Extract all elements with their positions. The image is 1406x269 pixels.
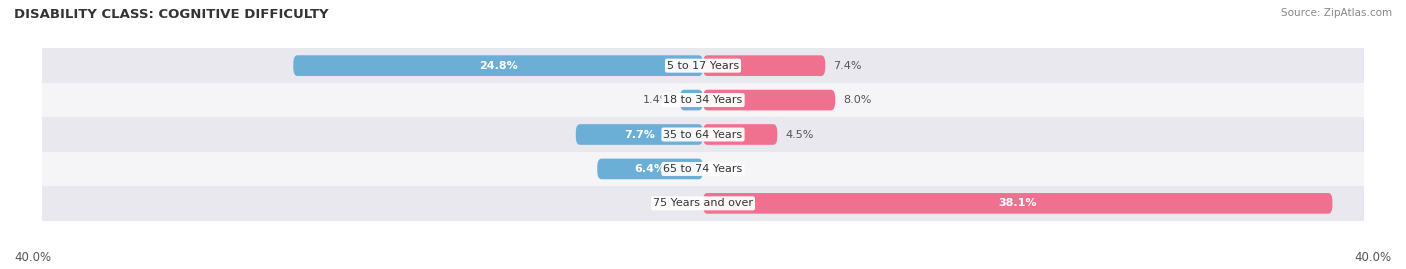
Text: 40.0%: 40.0% — [1355, 251, 1392, 264]
Text: 18 to 34 Years: 18 to 34 Years — [664, 95, 742, 105]
Bar — [42, 83, 1364, 117]
FancyBboxPatch shape — [681, 90, 703, 110]
Bar — [42, 117, 1364, 152]
Text: 75 Years and over: 75 Years and over — [652, 198, 754, 208]
Text: 65 to 74 Years: 65 to 74 Years — [664, 164, 742, 174]
Text: 0.0%: 0.0% — [666, 198, 695, 208]
Text: 8.0%: 8.0% — [844, 95, 872, 105]
FancyBboxPatch shape — [703, 193, 1333, 214]
Text: DISABILITY CLASS: COGNITIVE DIFFICULTY: DISABILITY CLASS: COGNITIVE DIFFICULTY — [14, 8, 329, 21]
FancyBboxPatch shape — [576, 124, 703, 145]
Text: Source: ZipAtlas.com: Source: ZipAtlas.com — [1281, 8, 1392, 18]
Text: 7.4%: 7.4% — [834, 61, 862, 71]
Text: 0.0%: 0.0% — [711, 164, 740, 174]
FancyBboxPatch shape — [598, 159, 703, 179]
Text: 4.5%: 4.5% — [786, 129, 814, 140]
FancyBboxPatch shape — [703, 124, 778, 145]
Bar — [42, 186, 1364, 221]
Text: 6.4%: 6.4% — [634, 164, 665, 174]
Text: 24.8%: 24.8% — [479, 61, 517, 71]
FancyBboxPatch shape — [703, 55, 825, 76]
Text: 40.0%: 40.0% — [14, 251, 51, 264]
FancyBboxPatch shape — [703, 90, 835, 110]
Bar — [42, 152, 1364, 186]
Text: 5 to 17 Years: 5 to 17 Years — [666, 61, 740, 71]
Text: 35 to 64 Years: 35 to 64 Years — [664, 129, 742, 140]
FancyBboxPatch shape — [294, 55, 703, 76]
Text: 7.7%: 7.7% — [624, 129, 655, 140]
Text: 1.4%: 1.4% — [643, 95, 672, 105]
Bar — [42, 48, 1364, 83]
Text: 38.1%: 38.1% — [998, 198, 1038, 208]
